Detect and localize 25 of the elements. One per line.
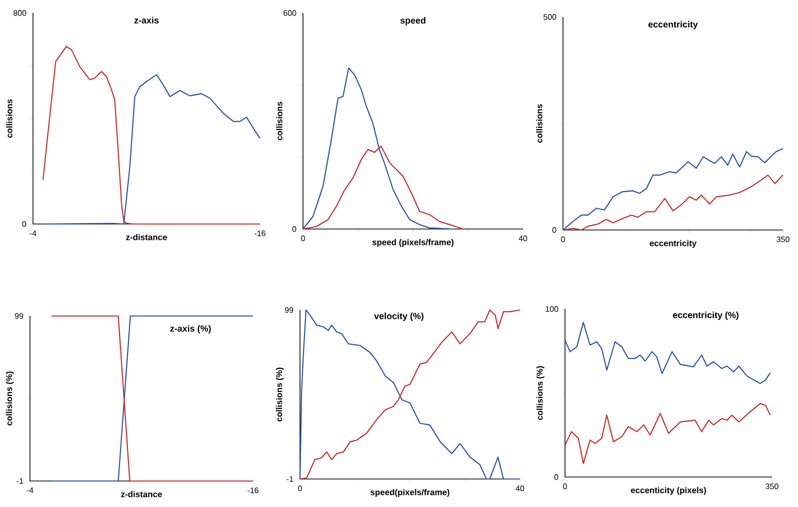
chart-title: z-axis [134,16,159,24]
line-series [564,403,771,464]
chart-title: eccentricity (%) [672,312,738,320]
chart-title: eccentricity [648,20,698,30]
y-axis-title: collisions (%) [536,366,544,420]
line-series [302,146,464,230]
x-axis-title: z-distance [126,234,167,240]
line-series [42,74,261,225]
y-axis-title: collisions [6,99,12,138]
x-axis-title: eccentricity [650,240,696,248]
line-series [564,322,771,384]
x-axis-title: eccenticity (pixels) [630,487,706,495]
x-axis-title: speed (pixels/frame) [372,238,454,247]
chart-title: velocity (%) [374,312,424,321]
line-series [299,309,521,480]
line-series [42,46,261,225]
x-axis-title: z-distance [121,491,162,498]
text: z-axis (%) [170,325,211,334]
y-axis-title: collisions [536,104,542,143]
chart-title: speed [400,17,426,26]
x-axis-title: speed(pixels/frame) [370,489,450,497]
y-axis-title: collisions (%) [6,372,14,426]
y-axis-title: collisions [276,102,282,140]
line-series [302,68,454,230]
y-axis-title: collisions (%) [276,368,284,422]
